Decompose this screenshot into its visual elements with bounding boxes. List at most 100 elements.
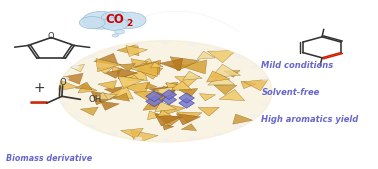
Polygon shape (61, 73, 83, 84)
Text: O: O (48, 32, 54, 41)
Polygon shape (147, 111, 164, 120)
Polygon shape (211, 64, 240, 77)
Polygon shape (117, 44, 139, 56)
Circle shape (265, 90, 272, 93)
Polygon shape (243, 79, 268, 91)
Polygon shape (146, 91, 163, 102)
Polygon shape (107, 86, 133, 99)
Text: 2: 2 (126, 19, 132, 28)
Polygon shape (177, 114, 200, 125)
Polygon shape (149, 100, 164, 107)
Polygon shape (179, 89, 198, 97)
Polygon shape (159, 89, 174, 97)
Polygon shape (98, 81, 116, 90)
Polygon shape (160, 58, 183, 70)
Polygon shape (94, 53, 118, 65)
Polygon shape (166, 82, 185, 92)
Circle shape (79, 17, 105, 29)
Polygon shape (121, 128, 143, 139)
Circle shape (72, 65, 79, 68)
Polygon shape (233, 114, 253, 124)
Circle shape (251, 65, 258, 68)
Polygon shape (208, 74, 235, 85)
Polygon shape (149, 86, 178, 99)
Circle shape (162, 139, 169, 142)
Polygon shape (155, 101, 177, 112)
Polygon shape (104, 70, 121, 78)
Polygon shape (162, 90, 177, 100)
Polygon shape (101, 101, 119, 110)
Polygon shape (179, 93, 194, 103)
Text: OH: OH (88, 95, 101, 104)
Text: Biomass derivative: Biomass derivative (6, 154, 93, 163)
Circle shape (72, 114, 79, 117)
Circle shape (58, 41, 272, 142)
Polygon shape (181, 60, 207, 74)
Polygon shape (197, 51, 215, 59)
Circle shape (213, 132, 220, 135)
Circle shape (110, 47, 117, 51)
Text: CO: CO (105, 13, 124, 26)
Circle shape (58, 90, 65, 93)
Polygon shape (170, 57, 200, 71)
Circle shape (101, 18, 128, 30)
Circle shape (262, 102, 269, 106)
Circle shape (110, 132, 117, 135)
Polygon shape (153, 87, 173, 97)
Polygon shape (141, 58, 153, 64)
Polygon shape (124, 69, 147, 81)
Circle shape (162, 41, 169, 44)
Polygon shape (177, 112, 202, 123)
Polygon shape (158, 116, 183, 127)
Circle shape (62, 102, 69, 106)
Polygon shape (183, 71, 202, 80)
Polygon shape (123, 82, 150, 95)
Circle shape (235, 124, 242, 128)
Polygon shape (170, 81, 192, 91)
Polygon shape (69, 65, 85, 72)
Polygon shape (113, 93, 130, 101)
Polygon shape (146, 83, 157, 89)
Polygon shape (78, 84, 97, 93)
Polygon shape (138, 68, 163, 79)
Polygon shape (160, 89, 174, 95)
Circle shape (213, 47, 220, 51)
Polygon shape (112, 66, 123, 72)
Polygon shape (163, 124, 174, 130)
Polygon shape (162, 95, 177, 105)
Circle shape (135, 42, 142, 46)
Circle shape (88, 124, 96, 128)
Polygon shape (157, 110, 171, 116)
Circle shape (235, 55, 242, 58)
Polygon shape (134, 91, 159, 102)
Polygon shape (135, 64, 159, 75)
Polygon shape (76, 82, 92, 90)
Polygon shape (131, 130, 158, 144)
Polygon shape (127, 75, 140, 81)
Circle shape (188, 42, 195, 46)
Polygon shape (134, 60, 161, 74)
Polygon shape (94, 92, 112, 99)
Polygon shape (57, 81, 78, 91)
Polygon shape (241, 81, 256, 89)
Polygon shape (224, 70, 240, 77)
Circle shape (112, 12, 146, 28)
Polygon shape (80, 107, 98, 115)
Polygon shape (155, 114, 181, 126)
Circle shape (88, 55, 96, 58)
Polygon shape (207, 51, 236, 63)
Polygon shape (104, 94, 117, 100)
Polygon shape (159, 88, 175, 94)
Polygon shape (146, 96, 163, 107)
Text: Solvent-free: Solvent-free (262, 88, 320, 97)
Polygon shape (146, 91, 170, 103)
Circle shape (135, 137, 142, 140)
Polygon shape (198, 107, 219, 116)
Polygon shape (98, 68, 113, 74)
Polygon shape (126, 46, 147, 57)
Polygon shape (130, 62, 158, 77)
Polygon shape (96, 58, 121, 72)
Polygon shape (143, 99, 168, 110)
Polygon shape (158, 102, 185, 116)
Circle shape (62, 77, 69, 80)
